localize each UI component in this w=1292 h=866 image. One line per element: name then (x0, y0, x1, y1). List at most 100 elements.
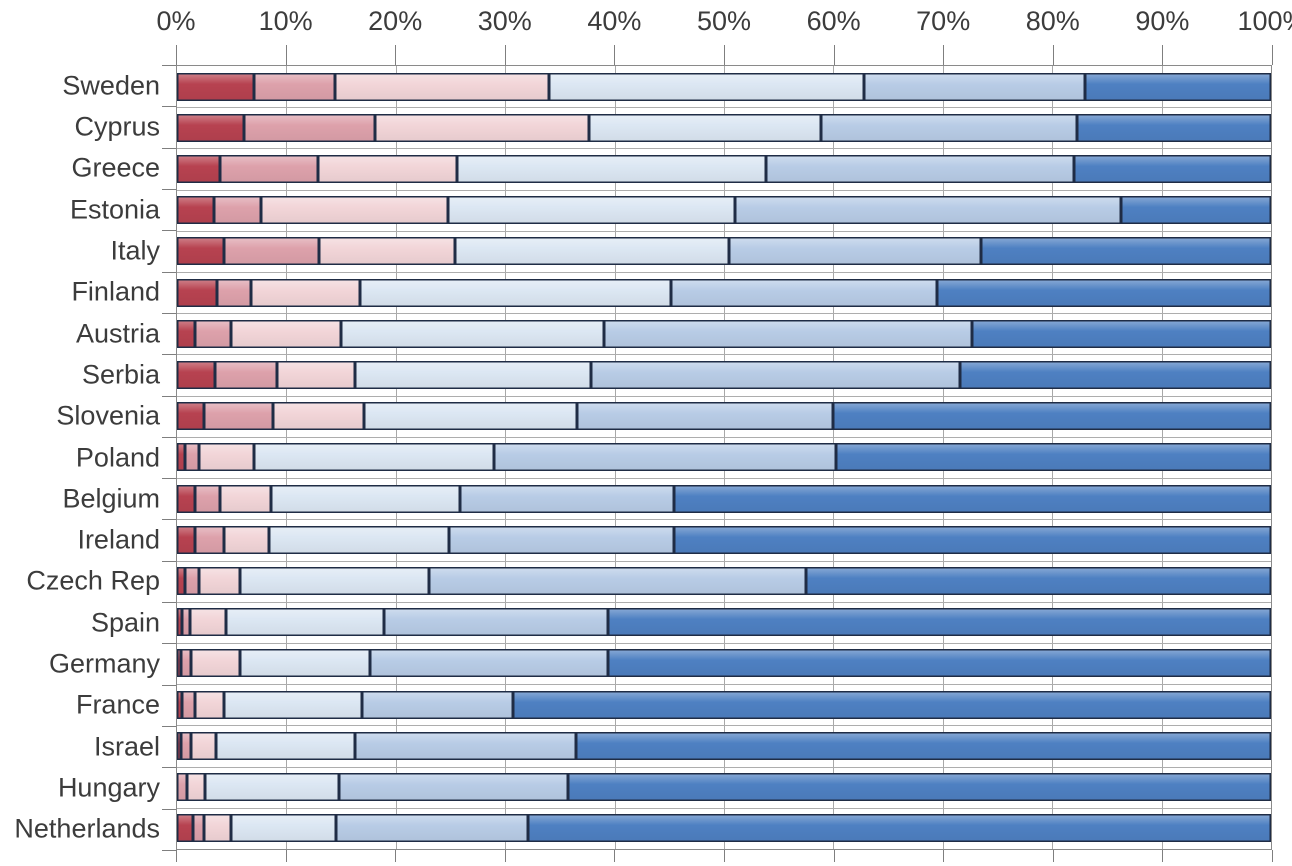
bar-segment-dark-red (177, 608, 183, 637)
bar-segment-dark-blue (576, 731, 1271, 760)
bar-segment-pink (253, 72, 335, 101)
bar-segment-pale-blue (341, 319, 604, 348)
bar-segment-pink (219, 155, 319, 183)
bar-segment-dark-blue (608, 649, 1271, 678)
stacked-bar (177, 402, 1271, 431)
bar-segment-medium-blue (494, 443, 836, 472)
bar-segment-light-pink (319, 237, 455, 266)
category-label: France (75, 689, 160, 720)
bar-row (177, 148, 1271, 189)
y-axis-tick-mark (162, 395, 176, 397)
x-axis-tick-mark (833, 850, 835, 862)
bar-segment-light-pink (191, 731, 217, 760)
bar-segment-medium-blue (449, 525, 674, 554)
bar-segment-dark-blue (1085, 72, 1271, 101)
bar-segment-pink (217, 278, 252, 307)
x-axis-tick-mark (724, 45, 725, 65)
bar-segment-light-pink (334, 72, 549, 101)
x-axis-tick-mark (176, 45, 177, 65)
y-axis-tick-mark (162, 726, 176, 728)
bar-segment-pale-blue (240, 567, 429, 596)
bar-segment-pink (243, 113, 375, 142)
bar-segment-dark-blue (567, 773, 1271, 802)
y-axis-tick-mark (162, 354, 176, 356)
bar-row (177, 808, 1271, 849)
horizontal-gridline (177, 684, 1271, 686)
bar-segment-dark-blue (806, 567, 1271, 596)
stacked-bar (177, 608, 1271, 637)
bar-segment-dark-red (177, 278, 218, 307)
bar-row (177, 437, 1271, 478)
bar-segment-pink (184, 443, 199, 472)
bar-segment-medium-blue (428, 567, 807, 596)
y-axis-tick-mark (162, 767, 176, 769)
x-axis-tick-mark (614, 850, 616, 862)
bar-row (177, 684, 1271, 725)
bar-row (177, 313, 1271, 354)
bar-segment-medium-blue (734, 196, 1122, 225)
y-axis-tick-mark (162, 560, 176, 562)
category-label: Hungary (57, 772, 160, 803)
stacked-bar (177, 237, 1271, 266)
bar-segment-pale-blue (448, 196, 735, 225)
bar-segment-dark-red (177, 72, 254, 101)
horizontal-gridline (177, 478, 1271, 480)
bar-segment-dark-red (177, 690, 183, 719)
horizontal-gridline (177, 313, 1271, 315)
bar-segment-medium-blue (369, 649, 608, 678)
horizontal-gridline (177, 107, 1271, 109)
bar-segment-dark-red (177, 731, 182, 760)
bar-segment-dark-blue (1077, 113, 1271, 142)
bar-rows (177, 66, 1271, 849)
bar-segment-medium-blue (383, 608, 609, 637)
stacked-bar (177, 484, 1271, 513)
horizontal-gridline (177, 272, 1271, 274)
x-axis-tick-mark (1162, 850, 1164, 862)
bar-segment-pale-blue (205, 773, 339, 802)
bar-segment-light-pink (276, 361, 356, 390)
bar-segment-pale-blue (253, 443, 495, 472)
x-axis-tick-mark (285, 45, 287, 65)
stacked-bar (177, 196, 1271, 225)
y-axis-tick-mark (162, 602, 176, 604)
horizontal-gridline (177, 642, 1271, 644)
bar-segment-dark-red (177, 319, 195, 348)
bar-segment-pale-blue (359, 278, 672, 307)
bar-row (177, 354, 1271, 395)
x-axis-tick-mark (504, 850, 506, 862)
category-label: Sweden (62, 70, 160, 101)
bar-row (177, 560, 1271, 601)
bar-segment-pink (182, 608, 191, 637)
y-axis-tick-mark (162, 106, 176, 108)
stacked-bar (177, 567, 1271, 596)
bar-segment-medium-blue (590, 361, 961, 390)
stacked-bar (177, 361, 1271, 390)
bar-row (177, 231, 1271, 272)
category-label: Israel (93, 731, 160, 762)
x-axis-tick-mark (395, 45, 397, 65)
bar-segment-pale-blue (271, 484, 461, 513)
horizontal-gridline (177, 766, 1271, 768)
bar-segment-light-pink (191, 649, 241, 678)
bar-segment-medium-blue (821, 113, 1078, 142)
y-axis-tick-mark (162, 436, 176, 438)
bar-segment-pale-blue (457, 155, 766, 183)
x-axis-tick-mark (614, 45, 616, 65)
x-axis-tick-mark (943, 850, 945, 862)
horizontal-gridline (177, 148, 1271, 150)
y-axis-tick-mark (162, 271, 176, 273)
x-axis-tick-label: 0% (156, 6, 196, 36)
bar-segment-medium-blue (671, 278, 938, 307)
bar-segment-medium-blue (729, 237, 982, 266)
x-axis-tick-label: 40% (587, 6, 642, 36)
y-axis-tick-mark (162, 188, 176, 190)
category-label: Poland (75, 442, 160, 472)
y-axis-tick-mark (162, 850, 176, 851)
horizontal-gridline (177, 807, 1271, 809)
x-axis-tick-label: 10% (258, 6, 313, 36)
category-label: Estonia (69, 194, 160, 225)
bar-row (177, 107, 1271, 148)
bar-segment-pink (215, 361, 277, 390)
bar-segment-light-pink (186, 773, 206, 802)
